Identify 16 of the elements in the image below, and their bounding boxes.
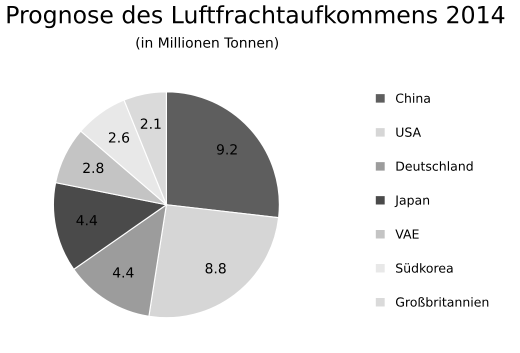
data-label: 8.8 [206,262,226,274]
chart-subtitle: (in Millionen Tonnen) [136,37,278,50]
data-label: 4.4 [112,267,134,278]
legend-label: China [396,93,430,103]
data-label: 9.2 [216,144,237,155]
data-label: 2.1 [140,118,161,129]
legend-label: Großbritannien [396,297,488,307]
data-label: 2.8 [83,162,104,174]
legend-label: VAE [395,230,419,239]
legend-label: Südkorea [396,263,453,273]
legend-label: Japan [394,196,430,208]
legend-label: USA [396,127,422,137]
legend-label: Deutschland [396,161,473,171]
chart-title: Prognose des Luftfrachtaufkommens 2014 [8,5,504,28]
data-label: 4.4 [76,215,98,226]
data-label: 2.6 [108,132,130,143]
